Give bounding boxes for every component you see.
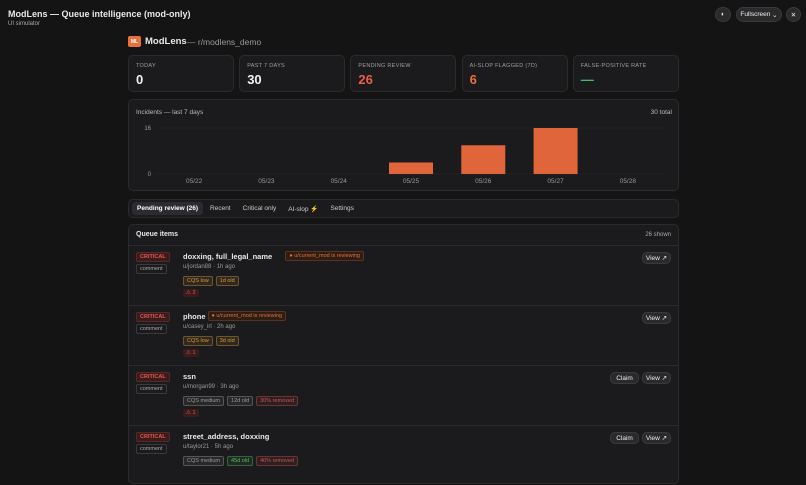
x-tick-label: 05/28 (620, 178, 637, 185)
stat-card: FALSE-POSITIVE RATE — (572, 55, 679, 92)
kind-badge: comment (136, 264, 167, 274)
chart-annotation: 30 total (651, 109, 673, 116)
x-tick-label: 05/26 (475, 178, 492, 185)
fullscreen-label: Fullscreen (740, 11, 771, 18)
stat-value: 30 (247, 72, 262, 87)
kind-badge: comment (136, 444, 167, 454)
theme-button[interactable]: ◐ (715, 7, 731, 22)
x-tick-label: 05/23 (258, 178, 275, 185)
queue-count: 26 shown (645, 232, 671, 238)
stat-card: PENDING REVIEW 26 (350, 55, 457, 92)
x-tick-label: 05/25 (403, 178, 420, 185)
y-tick-label: 16 (144, 126, 151, 132)
subreddit: — r/modlens_demo (187, 37, 262, 47)
bar (533, 128, 578, 174)
close-button[interactable]: ✕ (786, 7, 801, 22)
tags: CQS medium 45d old 40% removed (183, 455, 301, 466)
y-tick-label: 0 (148, 172, 152, 178)
reviewing-badge: ● u/current_mod is reviewing (285, 251, 364, 261)
severity-badge: CRITICAL (136, 312, 170, 322)
tag: 1d old (215, 276, 239, 286)
queue-row: CRITICAL comment ssn u/morgan99 · 3h ago CQS… (129, 365, 678, 425)
item-meta: u/morgan99 · 3h ago (183, 384, 239, 390)
queue-panel: Queue items 26 shown CRITICAL comment doxx… (128, 224, 679, 484)
item-title: doxxing, full_legal_name (183, 252, 273, 261)
tag: 12d old (227, 396, 254, 406)
app-title: ModLens — Queue intelligence (mod-only) (8, 9, 191, 19)
app-subtitle: UI simulator (8, 21, 41, 27)
stat-label: PENDING REVIEW (358, 63, 411, 69)
chart-panel: Incidents — last 7 days 30 total 0 16 05/22 0… (128, 99, 679, 191)
tab[interactable]: Pending review (26) (132, 202, 204, 215)
tab[interactable]: AI-slop ⚡ (288, 205, 319, 213)
kind-badge: comment (136, 384, 167, 394)
page: ModLens — Queue intelligence (mod-only) … (8, 7, 801, 484)
bar (461, 145, 506, 174)
bar (389, 162, 433, 174)
tags: CQS medium 12d old 30% removed (183, 395, 301, 406)
chart-title: Incidents — last 7 days (136, 109, 204, 116)
stat-label: AI-SLOP FLAGGED (7D) (469, 63, 538, 69)
queue-title: Queue items (136, 231, 179, 238)
action-button[interactable]: Claim (610, 432, 639, 444)
logo: ML (128, 36, 141, 47)
item-title: phone (183, 312, 206, 321)
stat-value: — (580, 72, 594, 87)
stat-card: TODAY 0 (128, 55, 234, 92)
tag: CQS medium (183, 396, 225, 406)
stat-card: AI-SLOP FLAGGED (7D) 6 (461, 55, 568, 92)
item-meta: u/taylor21 · 5h ago (183, 444, 234, 450)
brand-name: ModLens (145, 36, 187, 47)
action-button[interactable]: View ↗ (642, 432, 671, 444)
flag-badge: ⚠ 1 (183, 409, 199, 417)
tab[interactable]: Settings (330, 205, 354, 212)
stat-value: 0 (136, 72, 144, 87)
item-meta: u/casey_irl · 2h ago (183, 324, 236, 330)
reviewing-badge: ● u/current_mod is reviewing (207, 311, 287, 321)
stat-label: PAST 7 DAYS (247, 63, 286, 69)
flag-badge: ⚠ 1 (183, 349, 199, 357)
queue-row: CRITICAL comment phone ● u/current_mod is r… (129, 305, 678, 365)
tag: 3d old (215, 336, 239, 346)
tab[interactable]: Critical only (242, 205, 277, 212)
x-tick-label: 05/24 (331, 178, 348, 185)
tags: CQS low 1d old (183, 275, 242, 286)
stat-label: FALSE-POSITIVE RATE (580, 63, 647, 69)
action-button[interactable]: View ↗ (642, 312, 671, 324)
flag-badge: ⚠ 2 (183, 289, 199, 297)
stat-card: PAST 7 DAYS 30 (239, 55, 346, 92)
severity-badge: CRITICAL (136, 372, 170, 382)
severity-badge: CRITICAL (136, 432, 170, 442)
tag: 30% removed (256, 396, 298, 406)
tag: CQS low (183, 276, 213, 286)
x-tick-label: 05/27 (547, 178, 564, 185)
kind-badge: comment (136, 324, 167, 334)
item-title: street_address, doxxing (183, 432, 270, 441)
chart: Incidents — last 7 days 30 total 0 16 05/22 0… (136, 109, 673, 185)
x-tick-label: 05/22 (186, 178, 203, 185)
queue-row: CRITICAL comment doxxing, full_legal_name ●… (129, 245, 678, 305)
tabs: Pending review (26) Recent Critical only AI… (128, 199, 679, 218)
stat-value: 26 (358, 72, 373, 87)
fullscreen-button[interactable]: Fullscreen ⌄ (736, 7, 782, 22)
stat-label: TODAY (136, 63, 156, 69)
action-button[interactable]: View ↗ (642, 252, 671, 264)
queue-row: CRITICAL comment street_address, doxxing u/… (129, 425, 678, 485)
stat-value: 6 (469, 72, 477, 87)
action-button[interactable]: Claim (610, 372, 639, 384)
action-button[interactable]: View ↗ (642, 372, 671, 384)
tag: CQS low (183, 336, 213, 346)
item-title: ssn (183, 372, 196, 381)
tags: CQS low 3d old (183, 335, 242, 346)
item-meta: u/jordan88 · 1h ago (183, 264, 236, 270)
severity-badge: CRITICAL (136, 252, 170, 262)
tab[interactable]: Recent (210, 205, 231, 212)
